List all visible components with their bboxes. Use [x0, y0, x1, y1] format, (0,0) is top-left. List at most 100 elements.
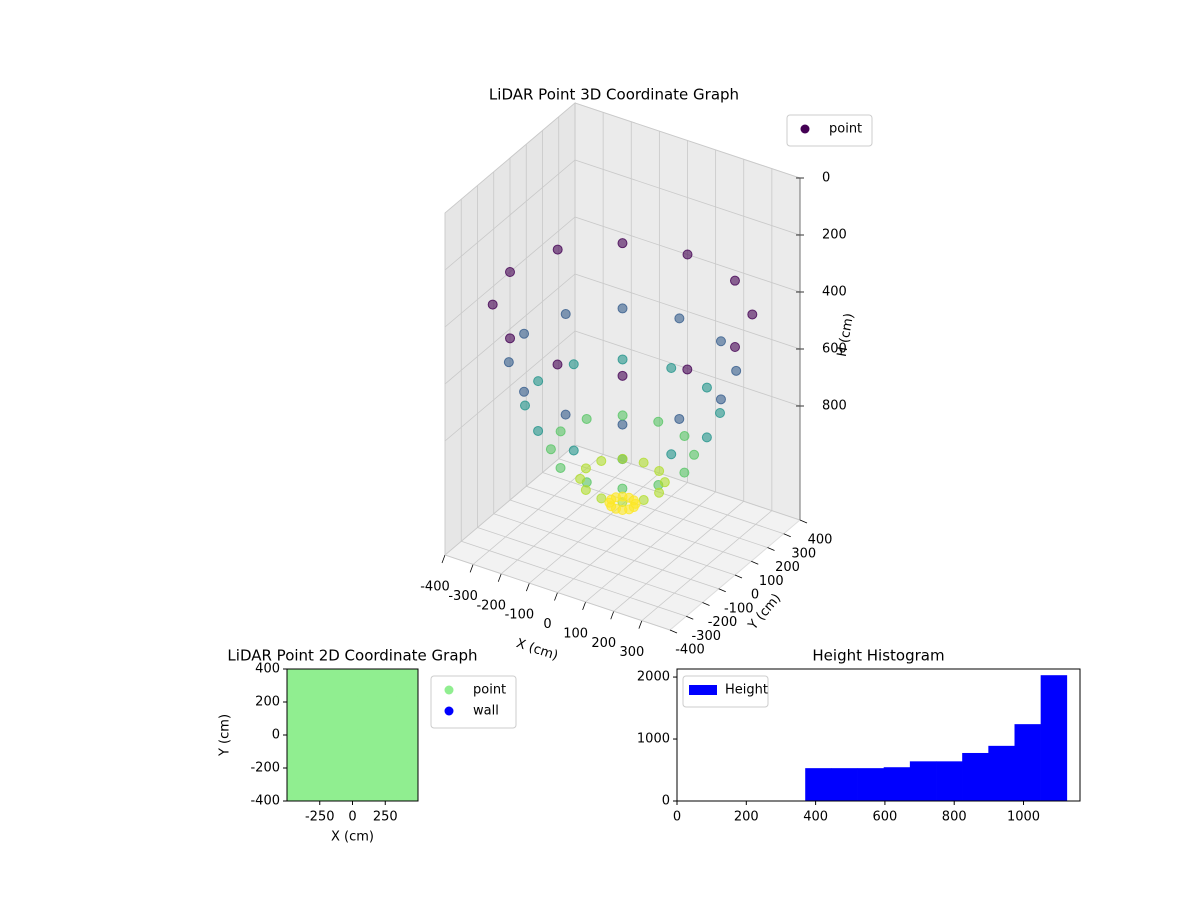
y-tick: [686, 615, 694, 620]
x-tick-label: 300: [619, 645, 644, 660]
point: [617, 410, 628, 421]
point: [624, 504, 635, 515]
x-axis-label: X (cm): [514, 636, 560, 664]
y-tick-label: 0: [662, 794, 670, 809]
grid-line: [526, 485, 752, 562]
point: [682, 249, 693, 260]
z-axis-label: H (cm): [835, 312, 857, 358]
point: [505, 333, 516, 344]
bar: [805, 768, 832, 801]
point: [730, 342, 740, 352]
x-tick-label: 400: [803, 810, 828, 825]
point: [617, 453, 628, 464]
point: [617, 419, 628, 430]
y-tick: [783, 533, 791, 538]
point: [580, 463, 591, 474]
point: [729, 275, 740, 286]
legend-marker: [800, 124, 810, 134]
y-tick: [799, 519, 808, 524]
x-tick: [469, 564, 474, 573]
x-tick: [638, 620, 643, 629]
x-tick: [610, 611, 615, 620]
point: [617, 238, 628, 249]
x-tick-label: 600: [872, 810, 897, 825]
point: [689, 449, 700, 460]
y-tick-label: 0: [751, 588, 759, 603]
legend-label: point: [473, 683, 506, 698]
point: [533, 376, 544, 387]
grid-line: [444, 330, 576, 442]
point: [406, 669, 418, 681]
point: [638, 457, 649, 468]
point: [575, 473, 586, 484]
point: [679, 431, 690, 442]
y-tick-label: 400: [808, 533, 833, 548]
y-tick: [718, 588, 726, 593]
point: [596, 455, 607, 466]
x-tick-label: -300: [448, 589, 478, 604]
y-axis-label: Y (cm): [218, 714, 233, 757]
grid-line: [574, 102, 801, 179]
point: [715, 394, 726, 405]
grid-line: [574, 444, 801, 521]
grid-line: [558, 458, 784, 535]
y-tick-label: 200: [775, 560, 800, 575]
bar: [962, 752, 989, 801]
legend-marker: [444, 685, 454, 695]
point: [617, 303, 628, 314]
z-tick-label: 200: [822, 228, 847, 243]
legend-marker: [444, 706, 454, 716]
y-tick-label: -200: [708, 615, 738, 630]
grid-line: [542, 472, 768, 548]
y-tick-label: 100: [759, 574, 784, 589]
grid-line: [477, 527, 703, 603]
y-tick: [669, 629, 678, 634]
bar: [883, 767, 911, 801]
legend-swatch: [689, 685, 717, 695]
z-tick-label: 0: [822, 171, 830, 186]
point: [533, 425, 544, 436]
legend-label: wall: [473, 704, 499, 719]
point: [581, 413, 592, 424]
legend: point wall: [430, 675, 517, 729]
point: [638, 495, 649, 506]
y-tick-label: 0: [272, 728, 280, 743]
point: [674, 413, 685, 424]
point: [568, 359, 579, 370]
point: [617, 354, 628, 365]
y-tick-label: 300: [791, 546, 816, 561]
x-tick: [441, 554, 446, 564]
point: [520, 400, 530, 411]
point: [519, 328, 530, 339]
grid-line: [444, 159, 576, 271]
grid-line: [444, 554, 671, 631]
x-tick-label: 250: [373, 810, 398, 825]
x-tick: [554, 592, 558, 601]
y-tick-label: -400: [675, 643, 705, 658]
point: [545, 444, 556, 455]
plot-area: [287, 669, 418, 801]
y-tick-label: 1000: [637, 732, 670, 747]
axes-frame: [676, 668, 1081, 802]
y-tick: [767, 547, 775, 551]
bar: [1040, 675, 1068, 801]
y-tick-label: 400: [255, 662, 280, 677]
y-tick: [702, 602, 710, 606]
bar: [831, 768, 858, 801]
point: [659, 477, 670, 488]
point: [617, 370, 628, 381]
x-tick: [526, 582, 530, 592]
legend-label: point: [829, 122, 862, 137]
chart-title: Height Histogram: [812, 647, 944, 665]
y-tick-label: -200: [250, 761, 280, 776]
x-tick-label: 0: [673, 810, 681, 825]
x-tick-label: -100: [505, 608, 535, 623]
point: [568, 445, 579, 456]
grid-line: [493, 513, 719, 590]
y-tick-label: -400: [250, 794, 280, 809]
point: [701, 382, 712, 393]
x-tick-label: 200: [591, 636, 616, 651]
point: [487, 299, 498, 310]
point: [653, 416, 664, 427]
